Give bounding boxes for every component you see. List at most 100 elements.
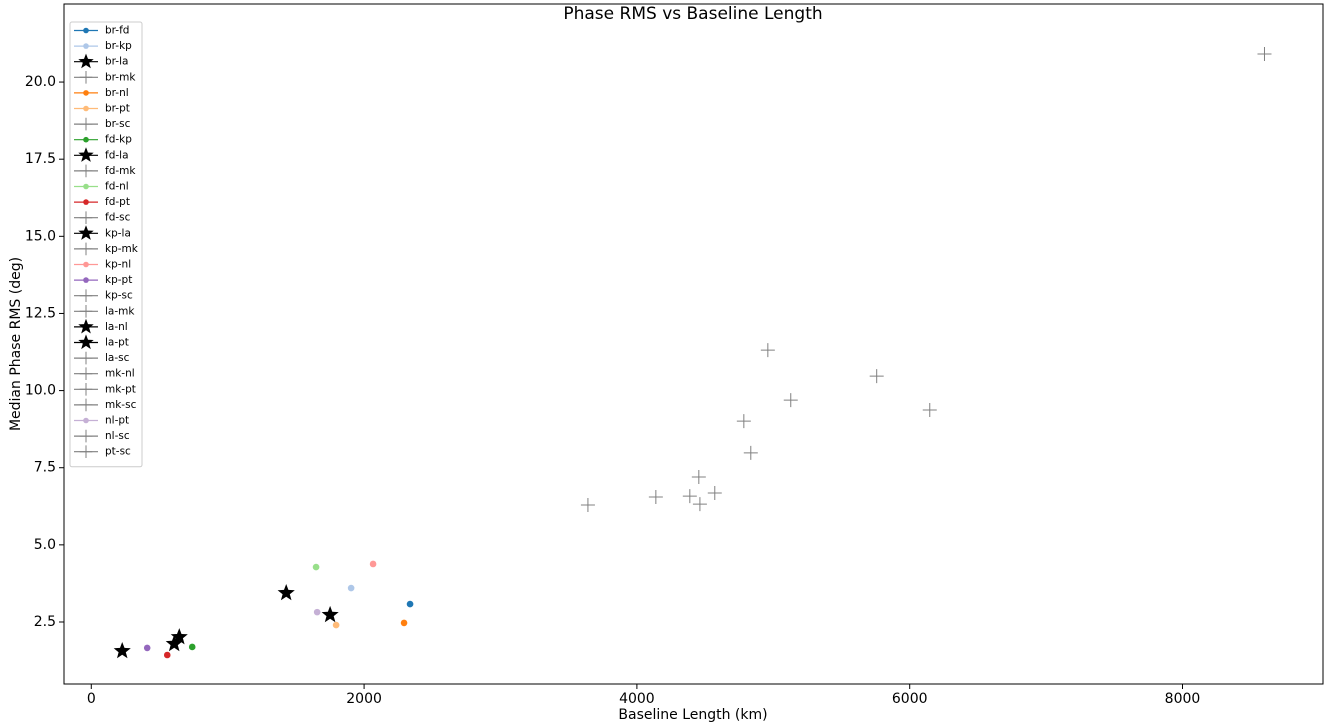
legend-label: mk-sc xyxy=(105,399,137,411)
plus-marker xyxy=(79,429,93,443)
plus-marker xyxy=(869,369,884,384)
plus-marker xyxy=(79,211,93,224)
plus-marker xyxy=(79,305,93,318)
plus-marker xyxy=(682,489,697,504)
plus-marker xyxy=(760,343,775,358)
legend-entry: fd-kp xyxy=(74,134,132,146)
legend-entry: br-nl xyxy=(74,87,129,99)
point xyxy=(143,644,151,652)
point xyxy=(83,90,89,96)
legend-entry: fd-la xyxy=(74,147,129,162)
point xyxy=(83,183,89,190)
point xyxy=(83,136,89,143)
legend-label: kp-sc xyxy=(105,290,133,302)
plus-marker xyxy=(79,398,93,412)
x-tick-label: 8000 xyxy=(1165,691,1201,707)
point xyxy=(83,417,89,424)
legend: br-fd br-kp br-la br-mk br-nl br-pt br-sc fd-kp… xyxy=(69,21,143,468)
x-tick-label: 4000 xyxy=(619,691,655,707)
point xyxy=(312,563,320,571)
star-marker xyxy=(78,225,94,240)
legend-label: fd-mk xyxy=(105,165,136,177)
plus-marker xyxy=(692,497,707,512)
legend-entry: mk-pt xyxy=(74,383,136,396)
point xyxy=(400,619,408,627)
plus-marker xyxy=(79,289,93,302)
point xyxy=(188,643,196,651)
legend-entry: fd-nl xyxy=(74,181,129,193)
legend-label: br-nl xyxy=(105,87,129,99)
legend-label: kp-nl xyxy=(105,259,131,271)
legend-entry: la-nl xyxy=(74,318,128,334)
legend-entry: kp-nl xyxy=(74,259,131,271)
star-marker xyxy=(78,147,94,162)
x-tick-label: 0 xyxy=(87,691,96,707)
legend-label: br-la xyxy=(105,56,128,68)
star-marker xyxy=(113,642,131,659)
legend-label: kp-la xyxy=(105,227,131,239)
legend-entry: la-mk xyxy=(74,305,135,318)
legend-entry: nl-sc xyxy=(74,429,130,443)
plus-marker xyxy=(580,498,595,513)
point xyxy=(83,261,89,268)
y-tick-label: 10.0 xyxy=(25,383,56,399)
plus-marker xyxy=(743,445,758,460)
x-axis-label: Baseline Length (km) xyxy=(618,707,767,723)
plus-marker xyxy=(648,490,663,505)
legend-entry: kp-pt xyxy=(74,274,132,286)
plus-marker xyxy=(79,445,93,458)
point xyxy=(332,621,340,629)
star-marker xyxy=(78,334,94,350)
point xyxy=(83,27,89,34)
legend-label: fd-la xyxy=(105,149,129,161)
legend-entry: fd-pt xyxy=(74,196,130,208)
plus-marker xyxy=(691,469,706,484)
legend-label: pt-sc xyxy=(105,446,131,458)
y-tick-label: 15.0 xyxy=(25,228,56,244)
plus-marker xyxy=(736,414,751,429)
legend-entry: mk-sc xyxy=(74,398,137,412)
plus-marker xyxy=(79,117,93,131)
legend-entry: fd-sc xyxy=(74,211,131,224)
legend-entry: fd-mk xyxy=(74,164,136,178)
plus-marker xyxy=(79,351,93,365)
legend-entry: br-kp xyxy=(74,40,132,52)
point xyxy=(163,651,171,659)
legend-label: fd-nl xyxy=(105,181,129,193)
legend-label: br-pt xyxy=(105,103,130,115)
legend-entry: kp-mk xyxy=(74,242,139,256)
y-tick-label: 5.0 xyxy=(34,537,56,553)
y-tick-label: 7.5 xyxy=(34,460,56,476)
legend-entry: nl-pt xyxy=(74,415,129,427)
point xyxy=(347,584,355,592)
point xyxy=(83,105,89,112)
legend-entry: br-fd xyxy=(74,25,129,37)
plot-frame xyxy=(63,3,1324,685)
y-axis-label: Median Phase RMS (deg) xyxy=(8,257,24,431)
legend-label: kp-pt xyxy=(105,274,132,286)
point xyxy=(83,43,89,49)
plus-marker xyxy=(707,486,722,501)
legend-entry: br-sc xyxy=(74,117,131,131)
star-marker xyxy=(78,318,94,334)
legend-label: br-sc xyxy=(105,118,131,130)
x-tick-label: 6000 xyxy=(892,691,928,707)
legend-entry: la-sc xyxy=(74,351,130,365)
x-tick-label: 2000 xyxy=(346,691,382,707)
legend-label: la-nl xyxy=(105,321,128,333)
plus-marker xyxy=(783,393,798,408)
point xyxy=(369,560,377,568)
chart-title: Phase RMS vs Baseline Length xyxy=(563,4,822,24)
star-marker xyxy=(321,605,339,623)
legend-label: la-mk xyxy=(105,305,135,317)
plus-marker xyxy=(79,242,93,256)
star-marker xyxy=(78,53,94,69)
star-marker xyxy=(170,628,188,645)
y-tick-label: 12.5 xyxy=(25,305,56,321)
legend-label: la-pt xyxy=(105,337,129,349)
point xyxy=(83,199,89,205)
plus-marker xyxy=(79,383,93,396)
y-tick-label: 17.5 xyxy=(25,151,56,167)
y-tick-label: 2.5 xyxy=(34,614,56,630)
